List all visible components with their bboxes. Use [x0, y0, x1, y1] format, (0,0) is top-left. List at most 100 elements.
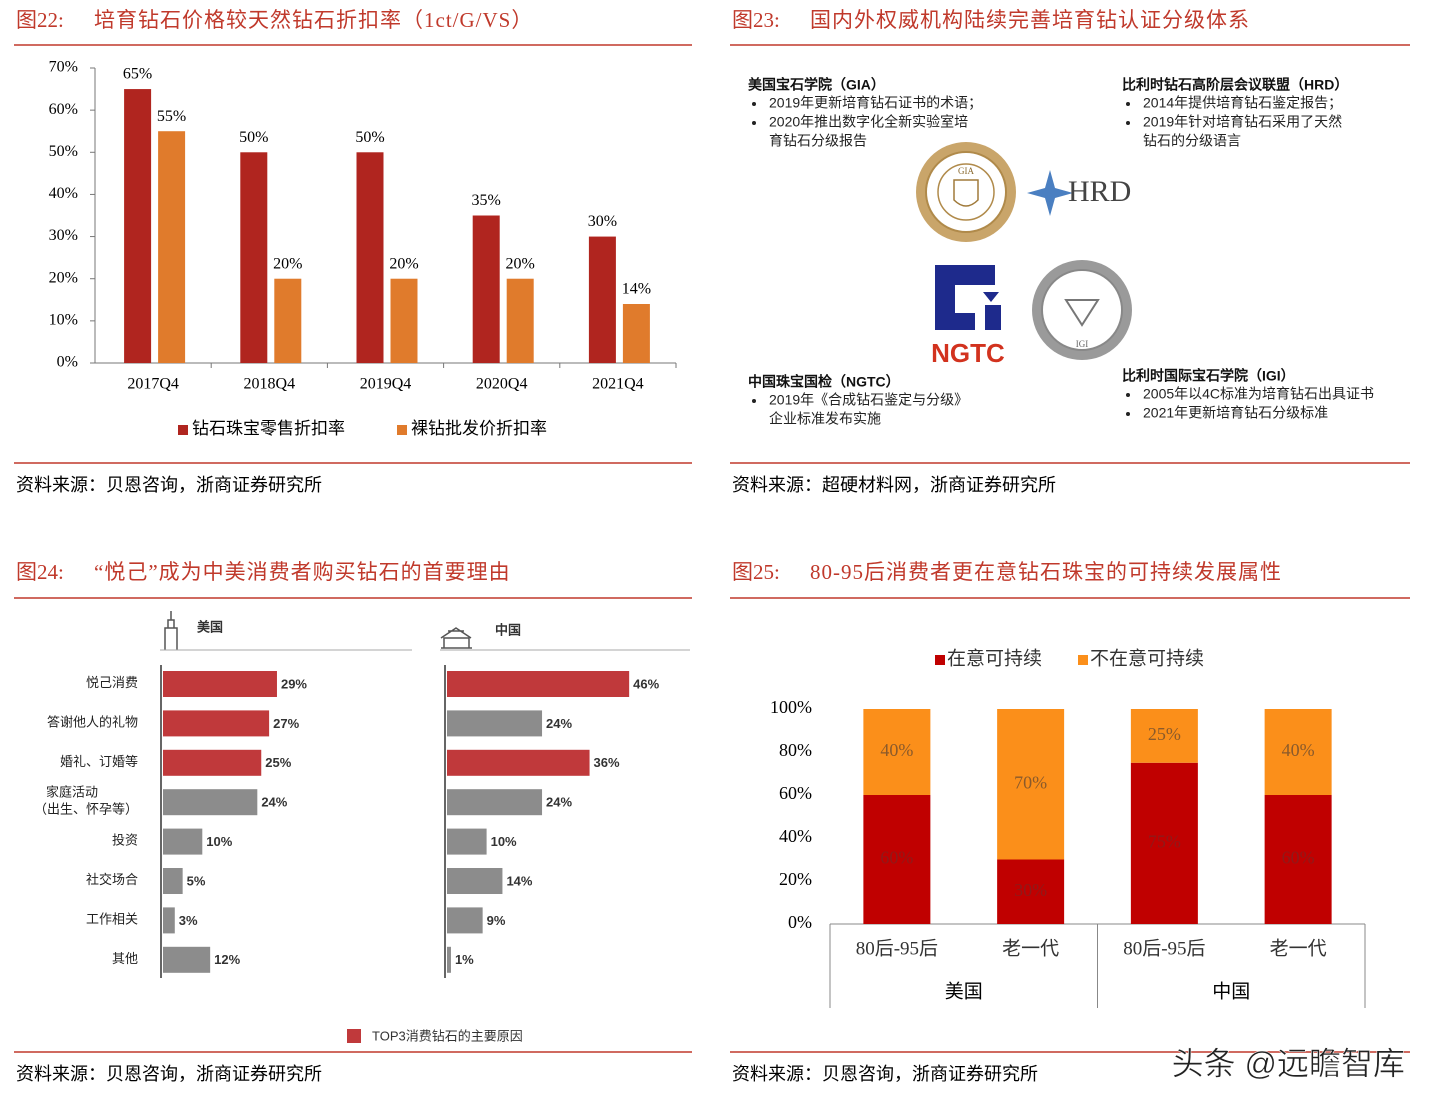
- y-tick-label: 40%: [779, 826, 812, 846]
- bar: [447, 946, 451, 973]
- legend-label: 不在意可持续: [1090, 647, 1204, 669]
- x-tick-label: 2020Q4: [476, 376, 528, 393]
- bar-segment: [997, 859, 1065, 924]
- figure-title: “悦己”成为中美消费者购买钻石的首要理由: [94, 560, 511, 584]
- bar: [163, 868, 183, 894]
- bar: [622, 304, 650, 363]
- x-tick-label: 80后-95后: [1123, 937, 1205, 959]
- legend-swatch: [935, 655, 945, 665]
- bullet: [1126, 412, 1130, 416]
- x-tick-label: 2018Q4: [244, 376, 296, 393]
- bar: [447, 868, 503, 894]
- y-tick-label: 10%: [49, 312, 78, 329]
- value-label: 20%: [389, 255, 418, 272]
- cn-icon: [440, 627, 472, 649]
- bullet: [752, 399, 756, 403]
- bar: [274, 278, 302, 363]
- bar: [158, 131, 186, 363]
- source-note: 资料来源：贝恩咨询，浙商证券研究所: [732, 1064, 1038, 1084]
- value-label: 10%: [206, 834, 232, 849]
- value-label: 50%: [355, 129, 384, 146]
- value-label: 55%: [157, 108, 186, 125]
- legend-swatch: [397, 425, 407, 435]
- y-tick-label: 60%: [779, 783, 812, 803]
- y-tick-label: 60%: [49, 101, 78, 118]
- bar: [447, 671, 630, 697]
- category-label: 婚礼、订婚等: [60, 754, 138, 769]
- value-label: 36%: [594, 755, 620, 770]
- category-label: 悦己消费: [86, 675, 138, 690]
- bar: [447, 749, 590, 776]
- value-label: 12%: [214, 952, 240, 967]
- y-tick-label: 0%: [788, 912, 812, 932]
- y-tick-label: 50%: [49, 143, 78, 160]
- value-label: 40%: [1282, 740, 1315, 760]
- category-label: 工作相关: [86, 912, 138, 927]
- value-label: 27%: [273, 716, 299, 731]
- figure-label: 图25:: [732, 560, 780, 584]
- bar: [163, 710, 270, 737]
- bar: [240, 152, 268, 363]
- source-note: 资料来源：贝恩咨询，浙商证券研究所: [16, 475, 322, 495]
- value-label: 5%: [187, 873, 206, 888]
- bar: [447, 907, 483, 934]
- value-label: 25%: [265, 755, 291, 770]
- bar: [588, 236, 616, 363]
- source-note: 资料来源：贝恩咨询，浙商证券研究所: [16, 1064, 322, 1084]
- value-label: 1%: [455, 952, 474, 967]
- panel-header: 中国: [495, 622, 521, 637]
- value-label: 29%: [281, 676, 307, 691]
- bullet: [752, 121, 756, 125]
- block-line: 2019年《合成钻石鉴定与分级》: [769, 392, 968, 408]
- figure-label: 图24:: [16, 560, 64, 584]
- bar: [447, 828, 487, 855]
- block-line: 2019年更新培育钻石证书的术语；: [769, 95, 982, 112]
- value-label: 10%: [491, 834, 517, 849]
- y-tick-label: 80%: [779, 740, 812, 760]
- bar: [356, 152, 384, 363]
- category-label: 家庭活动（出生、怀孕等）: [34, 785, 138, 817]
- value-label: 14%: [506, 873, 532, 888]
- y-tick-label: 70%: [49, 59, 78, 76]
- value-label: 30%: [1014, 880, 1047, 900]
- value-label: 60%: [880, 848, 913, 868]
- legend-label: 裸钻批发价折扣率: [411, 419, 547, 438]
- y-tick-label: 0%: [57, 354, 78, 371]
- y-tick-label: 100%: [770, 697, 812, 717]
- value-label: 70%: [1014, 772, 1047, 792]
- bar: [163, 828, 203, 855]
- value-label: 20%: [273, 255, 302, 272]
- bar: [390, 278, 418, 363]
- category-label: 社交场合: [86, 872, 138, 887]
- panel-header: 美国: [197, 619, 223, 634]
- value-label: 20%: [506, 255, 535, 272]
- block-line: 企业标准发布实施: [769, 411, 881, 427]
- bar-segment: [997, 709, 1065, 860]
- watermark: 头条 @远瞻智库: [1172, 1045, 1405, 1081]
- value-label: 9%: [487, 913, 506, 928]
- figure-label: 图22:: [16, 8, 64, 32]
- value-label: 30%: [588, 213, 617, 230]
- legend-label: 钻石珠宝零售折扣率: [192, 419, 345, 438]
- bar-segment: [863, 795, 931, 924]
- bar-segment: [1264, 795, 1332, 924]
- category-label: 答谢他人的礼物: [47, 715, 138, 730]
- figure-title: 80-95后消费者更在意钻石珠宝的可持续发展属性: [810, 560, 1282, 584]
- y-tick-label: 20%: [49, 269, 78, 286]
- logo-text: HRD: [1068, 175, 1131, 208]
- value-label: 40%: [880, 740, 913, 760]
- y-tick-label: 40%: [49, 185, 78, 202]
- bar: [472, 215, 500, 363]
- us-icon: [164, 611, 178, 650]
- legend-label: 在意可持续: [947, 647, 1042, 669]
- value-label: 65%: [123, 66, 152, 83]
- category-label: 其他: [112, 951, 138, 966]
- value-label: 60%: [1282, 848, 1315, 868]
- bar-segment: [863, 709, 931, 795]
- value-label: 50%: [239, 129, 268, 146]
- ngtc-mark: [935, 265, 1001, 330]
- figure-title: 国内外权威机构陆续完善培育钻认证分级体系: [810, 8, 1250, 32]
- figure-label: 图23:: [732, 8, 780, 32]
- legend-label: TOP3消费钻石的主要原因: [372, 1028, 523, 1043]
